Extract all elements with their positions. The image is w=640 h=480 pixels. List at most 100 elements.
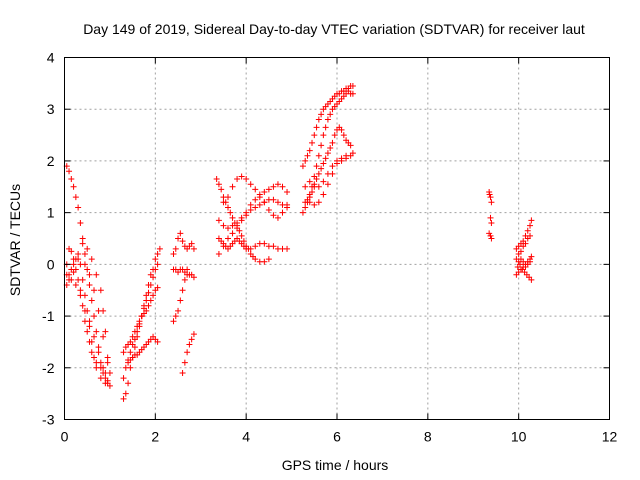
data-point — [229, 183, 236, 190]
data-point — [256, 201, 263, 208]
data-point — [299, 163, 306, 170]
data-point — [77, 287, 84, 294]
data-point — [343, 155, 350, 162]
data-point — [252, 243, 259, 250]
data-point — [72, 282, 79, 289]
data-point — [106, 369, 113, 376]
data-point — [104, 359, 111, 366]
data-point — [315, 116, 322, 123]
data-point — [320, 160, 327, 167]
data-point — [150, 292, 157, 299]
data-point — [145, 289, 152, 296]
data-point — [179, 287, 186, 294]
data-point — [247, 201, 254, 208]
data-point — [122, 390, 129, 397]
data-point — [527, 232, 534, 239]
data-point — [86, 282, 93, 289]
data-point — [75, 251, 82, 258]
data-point — [170, 318, 177, 325]
data-point — [252, 204, 259, 211]
data-point — [324, 181, 331, 188]
data-point — [227, 209, 234, 216]
x-tick-label: 8 — [424, 429, 432, 445]
data-point — [229, 230, 236, 237]
data-point — [93, 359, 100, 366]
data-point — [247, 245, 254, 252]
data-point — [252, 256, 259, 263]
data-point — [265, 186, 272, 193]
data-point — [181, 359, 188, 366]
data-point — [177, 230, 184, 237]
data-point — [184, 266, 191, 273]
data-point — [234, 176, 241, 183]
series-6 — [486, 188, 495, 242]
data-point — [81, 251, 88, 258]
data-point — [517, 248, 524, 255]
data-point — [304, 152, 311, 159]
data-point — [129, 333, 136, 340]
data-point — [154, 338, 161, 345]
data-point — [91, 333, 98, 340]
data-point — [70, 256, 77, 263]
data-point — [170, 251, 177, 258]
data-point — [349, 82, 356, 89]
data-point — [284, 201, 291, 208]
data-point — [84, 266, 91, 273]
data-point — [349, 150, 356, 157]
data-point — [172, 313, 179, 320]
data-point — [311, 201, 318, 208]
data-point — [340, 132, 347, 139]
series-7 — [513, 217, 535, 283]
data-point — [136, 318, 143, 325]
data-point — [190, 245, 197, 252]
data-point — [81, 261, 88, 268]
data-point — [66, 168, 73, 175]
data-point — [179, 238, 186, 245]
data-point — [327, 145, 334, 151]
data-point — [86, 318, 93, 325]
data-point — [127, 338, 134, 345]
data-point — [324, 150, 331, 157]
data-point — [125, 380, 132, 387]
data-point — [270, 212, 277, 219]
data-point — [177, 297, 184, 304]
data-point — [95, 344, 102, 351]
data-point — [213, 176, 220, 183]
data-point — [528, 276, 535, 283]
data-point — [84, 328, 91, 335]
data-point — [306, 178, 313, 185]
data-point — [79, 240, 86, 247]
x-axis-label: GPS time / hours — [282, 457, 389, 473]
data-point — [306, 194, 313, 201]
data-point — [313, 124, 320, 131]
data-point — [324, 116, 331, 123]
data-point — [318, 142, 325, 149]
data-point — [120, 349, 127, 356]
data-point — [486, 191, 493, 198]
x-tick-label: 6 — [333, 429, 341, 445]
data-point — [274, 181, 281, 188]
data-point — [75, 276, 82, 283]
data-point — [88, 349, 95, 356]
data-point — [247, 207, 254, 214]
data-point — [486, 230, 493, 237]
y-tick-label: -2 — [42, 360, 55, 376]
data-point — [84, 245, 91, 252]
y-axis-label: SDTVAR / TECUs — [7, 184, 23, 296]
data-point — [93, 271, 100, 278]
data-point — [320, 178, 327, 185]
data-point — [91, 287, 98, 294]
data-point — [349, 90, 356, 97]
data-point — [175, 307, 182, 314]
data-point — [338, 157, 345, 164]
data-point — [315, 199, 322, 206]
data-point — [270, 243, 277, 250]
data-point — [302, 183, 309, 190]
data-point — [70, 269, 77, 276]
data-point — [270, 183, 277, 190]
data-point — [487, 194, 494, 201]
data-point — [95, 307, 102, 314]
data-point — [329, 139, 336, 146]
y-tick-label: 4 — [47, 50, 55, 66]
data-point — [331, 132, 338, 139]
